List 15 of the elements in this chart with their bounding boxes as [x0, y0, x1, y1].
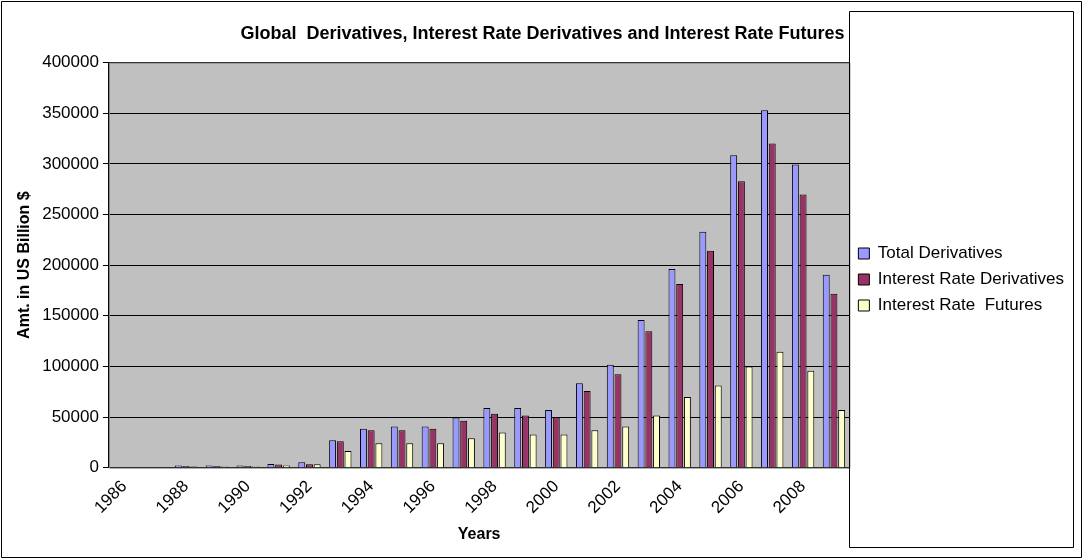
y-tick-label: 150000 [42, 305, 99, 325]
chart-title: Global Derivatives, Interest Rate Derivatives and Interest Rate Futures [240, 22, 845, 43]
y-tick-label: 200000 [42, 254, 99, 274]
y-tick-label: 350000 [42, 102, 99, 122]
y-tick-label: 400000 [42, 52, 99, 72]
y-tick-label: 50000 [51, 406, 99, 426]
y-tick-label: 0 [89, 457, 99, 477]
x-axis-title: Years [457, 524, 501, 542]
legend-label: Interest Rate Derivatives [877, 269, 1065, 289]
legend-label: Total Derivatives [877, 243, 1003, 263]
y-tick-label: 100000 [42, 356, 99, 376]
y-tick-label: 300000 [42, 153, 99, 173]
y-axis-title: Amt. in US Billion $ [15, 191, 33, 339]
y-tick-label: 250000 [42, 204, 99, 224]
legend-label: Interest Rate Futures [877, 295, 1043, 315]
